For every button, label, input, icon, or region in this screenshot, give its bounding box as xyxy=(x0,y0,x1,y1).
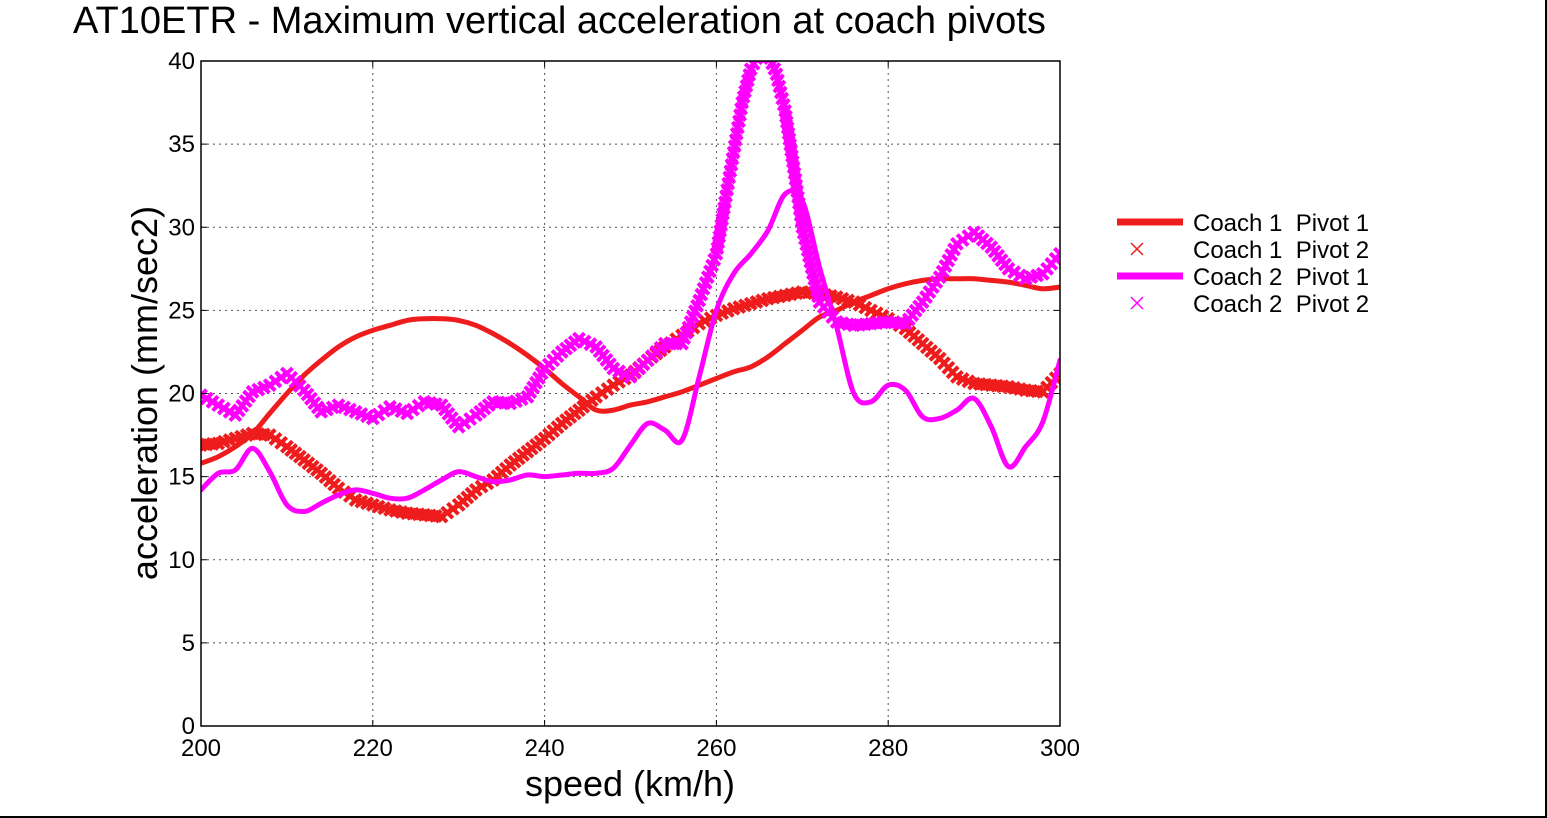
y-tick-label: 15 xyxy=(168,464,195,491)
legend-item-coach-1-pivot-2: Coach 1 Pivot 2 xyxy=(1130,237,1369,264)
x-tick-label: 300 xyxy=(1040,735,1080,762)
x-tick-label: 240 xyxy=(525,735,565,762)
legend-swatch-marker xyxy=(1130,242,1144,256)
x-axis-label: speed (km/h) xyxy=(525,763,735,804)
y-axis-label: acceleration (mm/sec2) xyxy=(124,206,165,580)
y-tick-label: 40 xyxy=(168,48,195,75)
y-tick-label: 30 xyxy=(168,214,195,241)
x-tick-label: 280 xyxy=(868,735,908,762)
x-tick-label: 200 xyxy=(181,735,221,762)
series-line xyxy=(201,188,1060,515)
legend-swatch-marker xyxy=(1130,296,1144,310)
data-marker xyxy=(1053,246,1060,261)
series-coach-1-pivot-1 xyxy=(201,276,1060,466)
legend-item-coach-2-pivot-1: Coach 2 Pivot 1 xyxy=(1117,264,1369,291)
legend-label: Coach 1 Pivot 1 xyxy=(1193,210,1369,237)
x-tick-label: 260 xyxy=(696,735,736,762)
plot-area xyxy=(201,61,1060,726)
y-tick-label: 10 xyxy=(168,547,195,574)
y-tick-label: 5 xyxy=(182,630,195,657)
ticks: 200 220 240 260 280 300 0 5 10 15 20 25 30 35 40 xyxy=(168,48,1080,762)
chart-title: AT10ETR - Maximum vertical acceleration … xyxy=(73,0,1046,42)
legend-item-coach-1-pivot-1: Coach 1 Pivot 1 xyxy=(1117,210,1369,237)
y-tick-label: 0 xyxy=(182,713,195,740)
data-marker xyxy=(762,47,773,58)
y-tick-label: 25 xyxy=(168,297,195,324)
x-tick-label: 220 xyxy=(353,735,393,762)
legend-label: Coach 2 Pivot 1 xyxy=(1193,264,1369,291)
legend-label: Coach 1 Pivot 2 xyxy=(1193,237,1369,264)
series-coach-2-pivot-2 xyxy=(201,47,1060,434)
series-group xyxy=(201,47,1060,524)
data-marker xyxy=(754,47,765,58)
legend-label: Coach 2 Pivot 2 xyxy=(1193,291,1369,318)
y-tick-label: 35 xyxy=(168,131,195,158)
legend-item-coach-2-pivot-2: Coach 2 Pivot 2 xyxy=(1130,291,1369,318)
data-marker xyxy=(749,61,764,66)
y-tick-label: 20 xyxy=(168,381,195,408)
